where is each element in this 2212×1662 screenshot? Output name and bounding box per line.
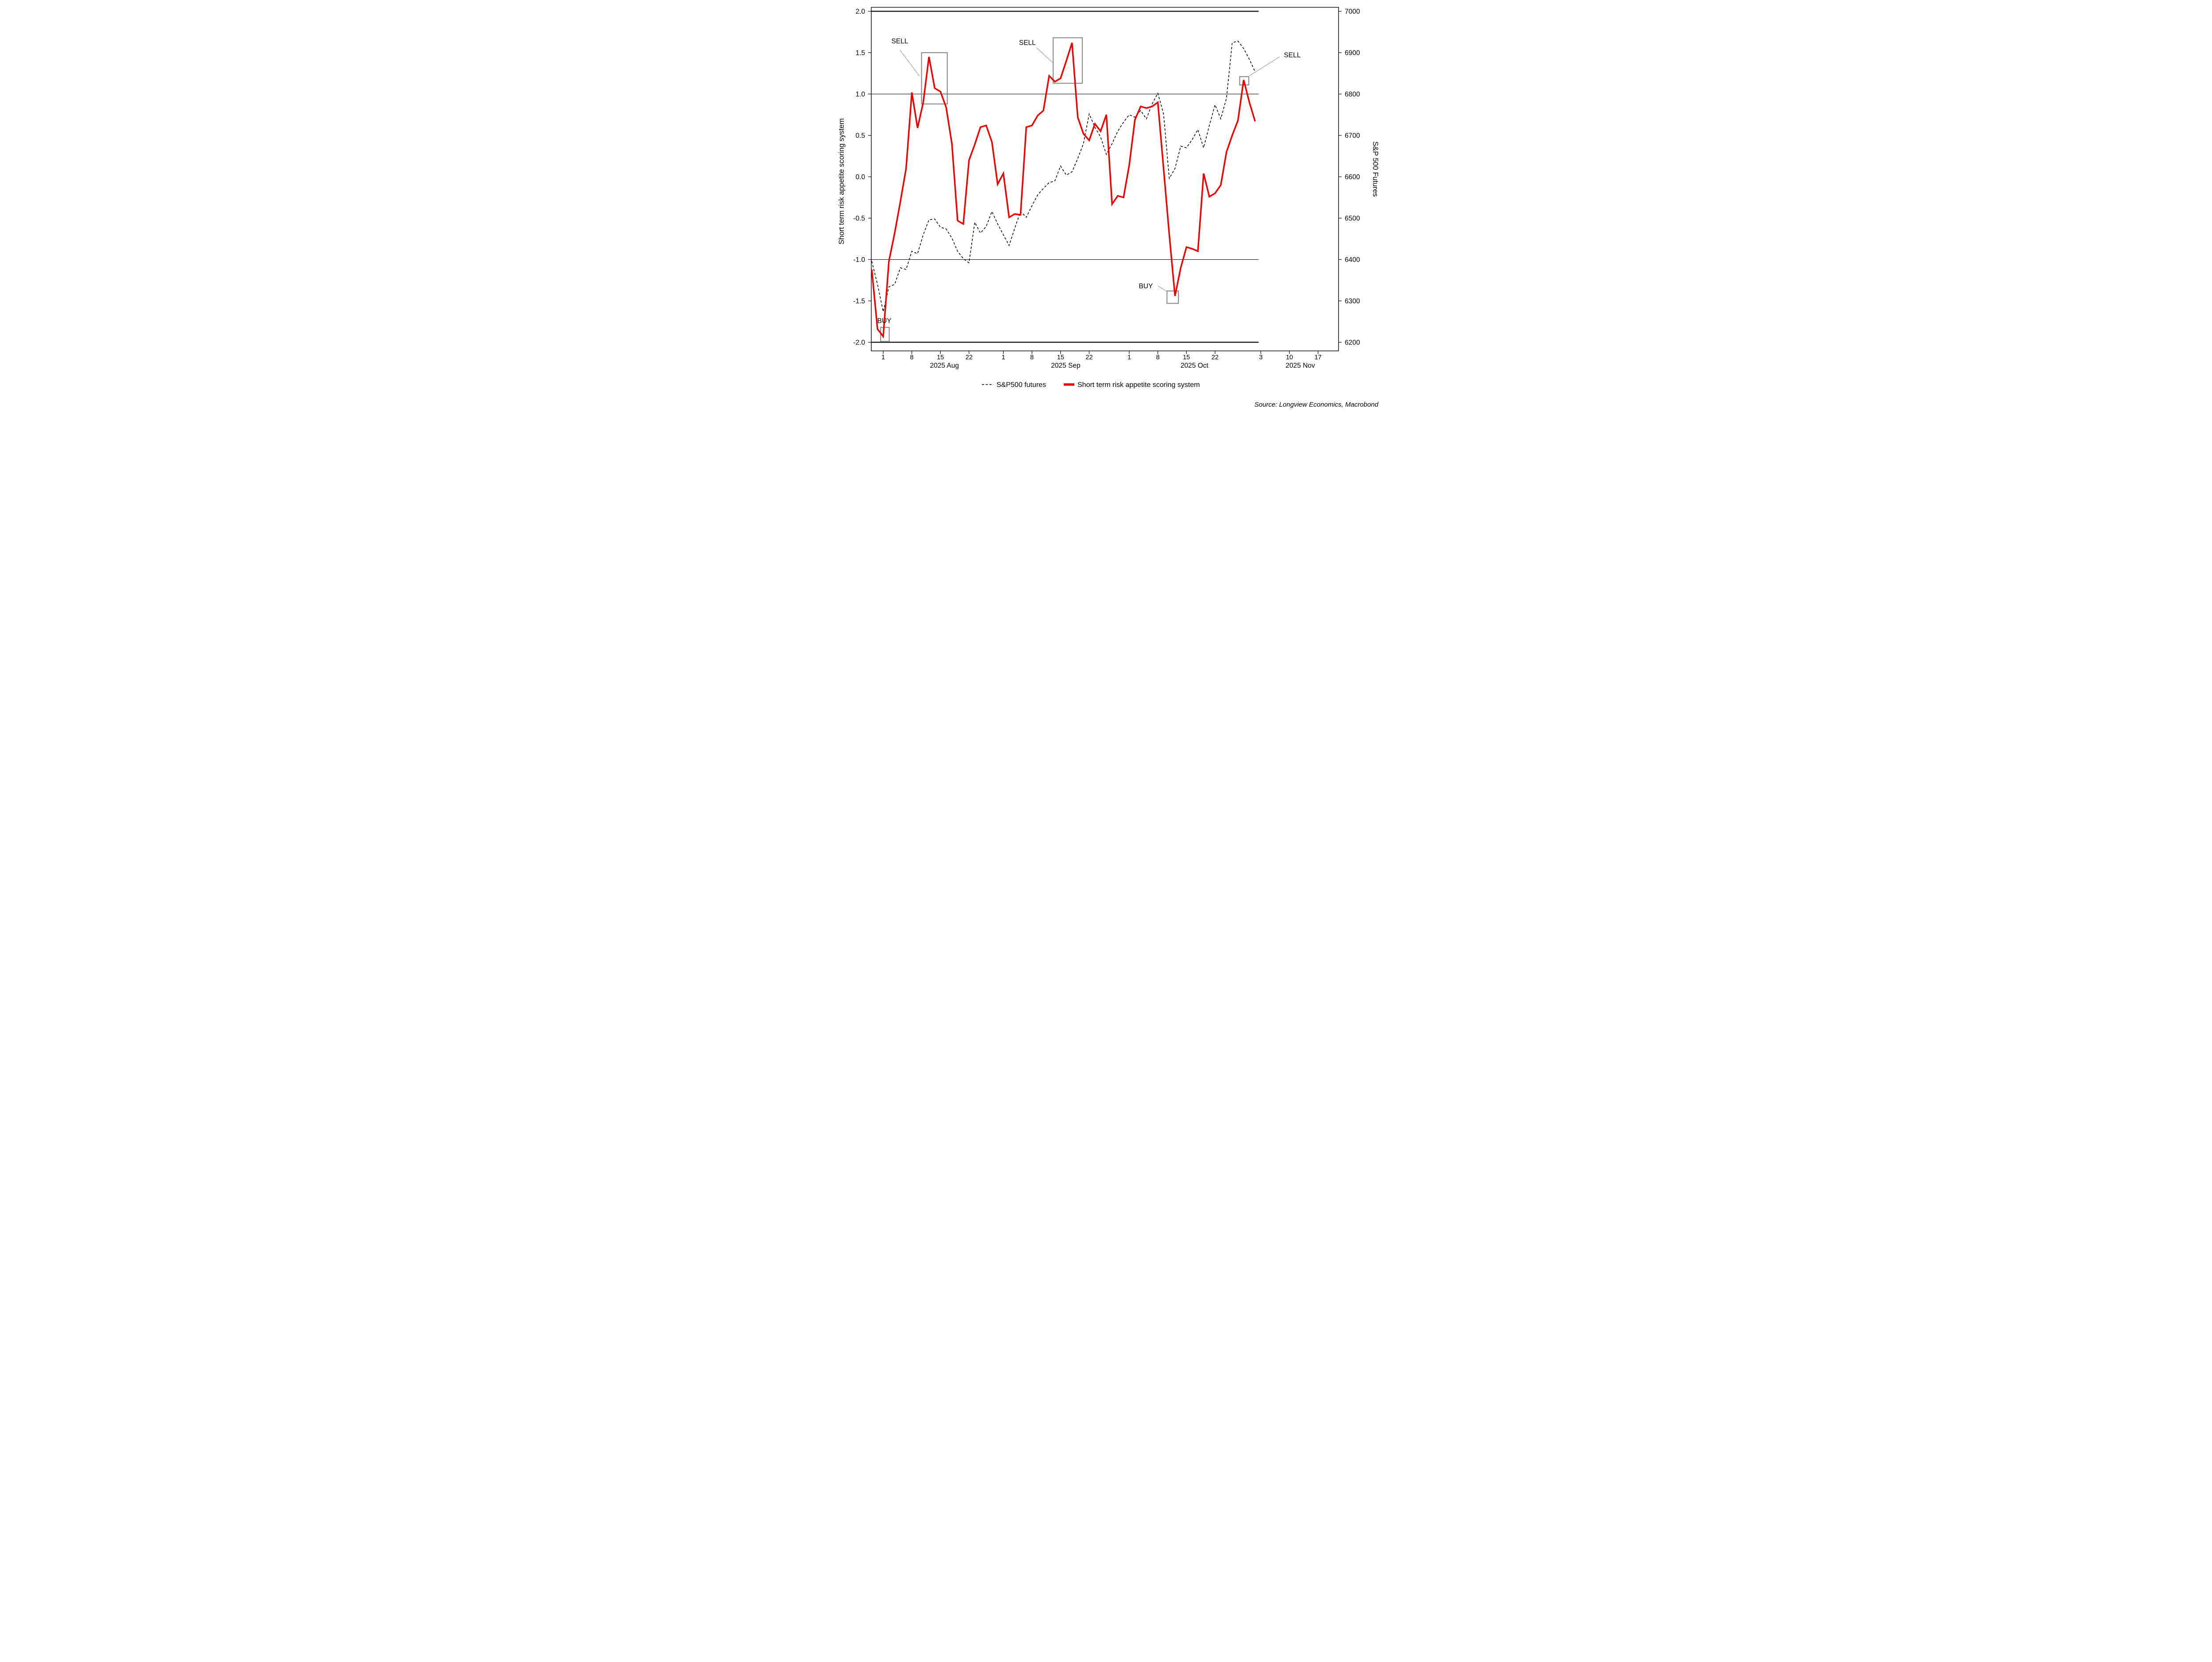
right-tick-label: 7000 — [1345, 8, 1360, 15]
month-label: 2025 Oct — [1180, 362, 1208, 369]
right-tick-label: 6400 — [1345, 256, 1360, 264]
x-tick-label: 22 — [1211, 354, 1218, 361]
signal-box-2 — [1052, 37, 1083, 84]
sell-label-0: SELL — [891, 38, 908, 45]
chart-background — [829, 0, 1383, 416]
risk-appetite-line — [870, 42, 1256, 339]
x-tick-label: 1 — [881, 354, 885, 361]
plot-area: 2.0 1.5 1.0 0.5 0.0 -0.5 -1.0 -1.5 -2.0 7000 6900 6… — [853, 7, 1360, 369]
x-tick-label: 8 — [1156, 354, 1159, 361]
right-tick-label: 6700 — [1345, 132, 1360, 140]
sell-label-2: SELL — [1284, 52, 1300, 59]
right-tick-label: 6200 — [1345, 339, 1360, 346]
legend-label-spx: S&P500 futures — [996, 381, 1046, 389]
right-tick-label: 6600 — [1345, 173, 1360, 181]
buy-label-3: BUY — [877, 317, 891, 325]
month-label: 2025 Sep — [1051, 362, 1080, 369]
right-tick-label: 6800 — [1345, 91, 1360, 98]
month-label: 2025 Nov — [1285, 362, 1315, 369]
left-tick-label: -0.5 — [853, 215, 865, 223]
legend-label-risk: Short term risk appetite scoring system — [1077, 381, 1200, 389]
signal-callout-1 — [1036, 47, 1053, 63]
x-tick-label: 8 — [1030, 354, 1034, 361]
x-tick-label: 17 — [1314, 354, 1321, 361]
risk-appetite-chart: 2.0 1.5 1.0 0.5 0.0 -0.5 -1.0 -1.5 -2.0 7000 6900 6… — [829, 0, 1383, 416]
signal-callout-2 — [1249, 56, 1280, 76]
x-tick-label: 22 — [965, 354, 972, 361]
plot-border — [870, 7, 1339, 351]
x-tick-label: 15 — [937, 354, 944, 361]
right-tick-label: 6900 — [1345, 50, 1360, 57]
left-axis-title: Short term risk appetite scoring system — [838, 118, 846, 244]
right-tick-label: 6300 — [1345, 298, 1360, 305]
left-tick-label: 0.0 — [855, 173, 865, 181]
right-axis-title: S&P 500 Futures — [1371, 141, 1379, 196]
buy-label-4: BUY — [1139, 282, 1153, 290]
x-tick-label: 15 — [1057, 354, 1064, 361]
annotations-layer: SELL SELL SELL BUY BUY — [877, 38, 1300, 325]
x-tick-label: 1 — [1127, 354, 1131, 361]
left-tick-label: 1.0 — [855, 91, 865, 98]
x-tick-label: 15 — [1183, 354, 1190, 361]
left-tick-label: -1.0 — [853, 256, 865, 264]
left-tick-label: -2.0 — [853, 339, 865, 346]
signal-callout-3 — [1157, 285, 1167, 292]
signal-box-1 — [921, 52, 948, 105]
left-tick-label: 2.0 — [855, 8, 865, 15]
signal-box-3 — [1166, 290, 1179, 304]
chart-canvas: 2.0 1.5 1.0 0.5 0.0 -0.5 -1.0 -1.5 -2.0 7000 6900 6… — [829, 0, 1383, 416]
left-tick-label: 1.5 — [855, 50, 865, 57]
legend: S&P500 futures Short term risk appetite … — [981, 381, 1200, 389]
x-tick-label: 8 — [910, 354, 913, 361]
left-tick-label: -1.5 — [853, 298, 865, 305]
left-tick-label: 0.5 — [855, 132, 865, 140]
source-note: Source: Longview Economics, Macrobond — [1254, 401, 1378, 408]
x-tick-label: 10 — [1285, 354, 1293, 361]
x-tick-label: 3 — [1259, 354, 1262, 361]
sell-label-1: SELL — [1019, 39, 1035, 47]
signal-box-0 — [880, 327, 890, 342]
x-tick-label: 1 — [1001, 354, 1005, 361]
signal-callout-0 — [900, 50, 919, 76]
right-tick-label: 6500 — [1345, 215, 1360, 223]
month-label: 2025 Aug — [930, 362, 959, 369]
spx-futures-line — [871, 40, 1255, 312]
x-tick-label: 22 — [1085, 354, 1093, 361]
